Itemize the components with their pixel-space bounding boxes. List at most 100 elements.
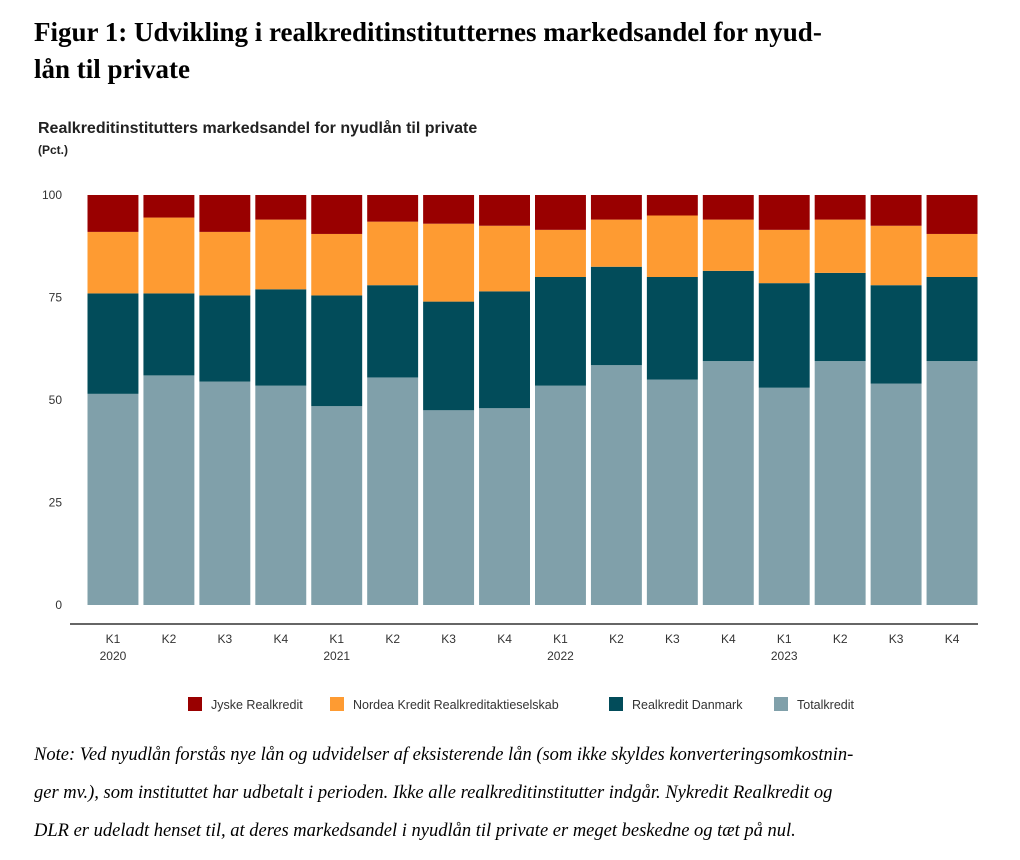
legend-swatch	[188, 697, 202, 711]
bar-segment-totalkredit	[646, 379, 698, 605]
x-tick-label: K1	[329, 632, 344, 646]
bar-segment-jyske-realkredit	[423, 195, 475, 224]
bar-segment-realkredit-danmark	[702, 270, 754, 362]
bar-segment-realkredit-danmark	[646, 277, 698, 380]
bar-segment-totalkredit	[143, 375, 195, 605]
bar-segment-nordea-kredit-realkreditaktieselskab	[590, 219, 642, 267]
bar-segment-jyske-realkredit	[926, 195, 978, 234]
legend-label: Nordea Kredit Realkreditaktieselskab	[353, 698, 559, 712]
legend-swatch	[609, 697, 623, 711]
bar-segment-realkredit-danmark	[367, 285, 419, 378]
bar-segment-jyske-realkredit	[199, 195, 251, 232]
figure-title-line-2: lån til private	[34, 54, 190, 84]
figure-note: Note: Ved nyudlån forstås nye lån og udv…	[34, 736, 994, 850]
bar-segment-jyske-realkredit	[479, 195, 530, 226]
note-line-3: DLR er udeladt henset til, at deres mark…	[34, 821, 796, 841]
bar-segment-realkredit-danmark	[87, 293, 139, 394]
bar-segment-nordea-kredit-realkreditaktieselskab	[479, 225, 530, 292]
bar-segment-jyske-realkredit	[255, 195, 307, 220]
bar-segment-totalkredit	[87, 393, 139, 605]
x-tick-label: K1	[777, 632, 792, 646]
bar-segment-jyske-realkredit	[535, 195, 586, 230]
bar-segment-totalkredit	[199, 381, 251, 605]
figure-title-line-1: Figur 1: Udvikling i realkreditinstitutt…	[34, 17, 822, 47]
bar-segment-jyske-realkredit	[367, 195, 419, 222]
x-tick-label: K4	[721, 632, 736, 646]
bar-segment-nordea-kredit-realkreditaktieselskab	[535, 229, 586, 277]
bar-segment-nordea-kredit-realkreditaktieselskab	[423, 223, 475, 302]
bar-segment-totalkredit	[926, 361, 978, 605]
bar-segment-totalkredit	[758, 387, 810, 605]
x-tick-label: K2	[385, 632, 400, 646]
y-tick-label: 0	[55, 598, 62, 612]
bar-segment-totalkredit	[535, 385, 586, 605]
bar-segment-jyske-realkredit	[87, 195, 139, 232]
bar-segment-nordea-kredit-realkreditaktieselskab	[199, 231, 251, 296]
bar-segment-realkredit-danmark	[199, 295, 251, 382]
legend-label: Realkredit Danmark	[632, 698, 743, 712]
bar-segment-jyske-realkredit	[702, 195, 754, 220]
legend-swatch	[774, 697, 788, 711]
legend-label: Totalkredit	[797, 698, 854, 712]
bar-segment-nordea-kredit-realkreditaktieselskab	[143, 217, 195, 294]
x-tick-label: K2	[609, 632, 624, 646]
x-tick-label: K3	[665, 632, 680, 646]
bar-segment-totalkredit	[870, 383, 922, 605]
bar-segment-jyske-realkredit	[646, 195, 698, 216]
bar-segment-jyske-realkredit	[814, 195, 866, 220]
chart-title: Realkreditinstitutters markedsandel for …	[38, 120, 478, 137]
y-tick-label: 100	[42, 188, 62, 202]
x-tick-label: K4	[273, 632, 288, 646]
bar-segment-nordea-kredit-realkreditaktieselskab	[87, 231, 139, 294]
bar-segment-totalkredit	[311, 406, 363, 605]
bar-segment-totalkredit	[702, 361, 754, 605]
bar-segment-nordea-kredit-realkreditaktieselskab	[367, 221, 419, 286]
x-tick-label: K2	[833, 632, 848, 646]
bar-segment-nordea-kredit-realkreditaktieselskab	[702, 219, 754, 271]
y-tick-label: 25	[49, 496, 63, 510]
bar-segment-nordea-kredit-realkreditaktieselskab	[255, 219, 307, 290]
y-tick-label: 75	[49, 291, 63, 305]
bar-segment-realkredit-danmark	[758, 283, 810, 388]
bar-segment-realkredit-danmark	[143, 293, 195, 376]
x-year-label: 2022	[547, 649, 574, 663]
bar-segment-jyske-realkredit	[590, 195, 642, 220]
bar-segment-realkredit-danmark	[926, 277, 978, 362]
bar-segment-realkredit-danmark	[870, 285, 922, 384]
bar-segment-realkredit-danmark	[479, 291, 530, 409]
legend-swatch	[330, 697, 344, 711]
bar-segment-nordea-kredit-realkreditaktieselskab	[311, 233, 363, 296]
y-tick-label: 50	[49, 393, 63, 407]
x-tick-label: K2	[162, 632, 177, 646]
bar-segment-totalkredit	[814, 361, 866, 605]
x-year-label: 2021	[323, 649, 350, 663]
bar-segment-totalkredit	[367, 377, 419, 605]
bar-segment-jyske-realkredit	[143, 195, 195, 218]
bar-segment-nordea-kredit-realkreditaktieselskab	[814, 219, 866, 273]
x-tick-label: K4	[497, 632, 512, 646]
bar-segment-realkredit-danmark	[590, 266, 642, 366]
stacked-bar-chart: 0 25 50 75 100 K1 2020 K2 K3 K4 K1 2021 K2 K3 K4 K1 2022…	[42, 188, 978, 712]
bar-segment-nordea-kredit-realkreditaktieselskab	[758, 229, 810, 284]
bar-segment-nordea-kredit-realkreditaktieselskab	[870, 225, 922, 286]
bar-segment-jyske-realkredit	[758, 195, 810, 230]
bar-segment-nordea-kredit-realkreditaktieselskab	[646, 215, 698, 277]
legend-label: Jyske Realkredit	[211, 698, 303, 712]
x-tick-label: K1	[553, 632, 568, 646]
bar-segment-realkredit-danmark	[311, 295, 363, 407]
bar-segment-realkredit-danmark	[535, 277, 586, 386]
x-tick-label: K3	[889, 632, 904, 646]
x-year-label: 2023	[771, 649, 798, 663]
bar-segment-totalkredit	[590, 365, 642, 605]
bar-segment-nordea-kredit-realkreditaktieselskab	[926, 233, 978, 277]
bar-segment-totalkredit	[479, 408, 530, 605]
x-tick-label: K4	[945, 632, 960, 646]
bar-segment-realkredit-danmark	[423, 301, 475, 411]
x-tick-label: K3	[441, 632, 456, 646]
bar-segment-totalkredit	[423, 410, 475, 605]
bar-segment-realkredit-danmark	[814, 272, 866, 362]
bar-segment-jyske-realkredit	[870, 195, 922, 226]
bar-segment-totalkredit	[255, 385, 307, 605]
x-tick-label: K1	[106, 632, 121, 646]
note-line-2: ger mv.), som instituttet har udbetalt i…	[34, 783, 833, 803]
